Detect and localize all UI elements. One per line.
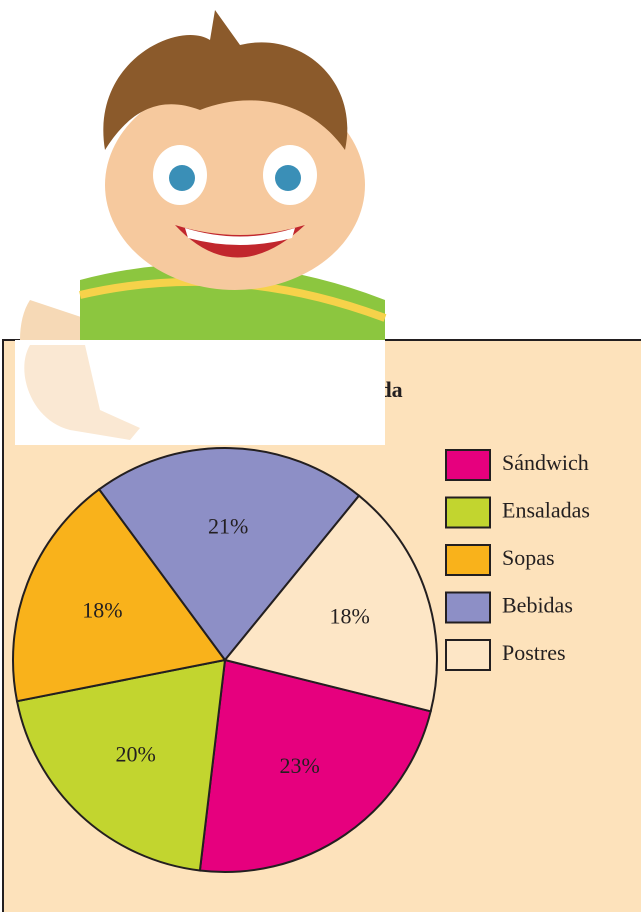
pie: 23% 20% 18% 21% 18%	[13, 448, 437, 872]
legend-label: Postres	[502, 640, 566, 665]
legend-label: Sopas	[502, 545, 555, 570]
legend-swatch	[446, 498, 490, 528]
legend-swatch	[446, 545, 490, 575]
pupil	[169, 165, 195, 191]
legend-label: Sándwich	[502, 450, 589, 475]
legend-swatch	[446, 593, 490, 623]
legend-label: Bebidas	[502, 593, 573, 618]
page: mida 23%20%18%21%18% SándwichEnsaladasSo…	[0, 0, 641, 912]
chart: mida 23%20%18%21%18% SándwichEnsaladasSo…	[0, 0, 641, 912]
pupil	[275, 165, 301, 191]
legend-swatch	[446, 640, 490, 670]
slice-label: 21%	[208, 514, 248, 539]
slice-label: 18%	[330, 604, 370, 629]
slice-label: 18%	[82, 598, 122, 623]
cartoon-boy	[15, 10, 385, 445]
slice-label: 20%	[116, 741, 156, 766]
slice-label: 23%	[279, 753, 319, 778]
legend-swatch	[446, 450, 490, 480]
legend-label: Ensaladas	[502, 498, 590, 523]
